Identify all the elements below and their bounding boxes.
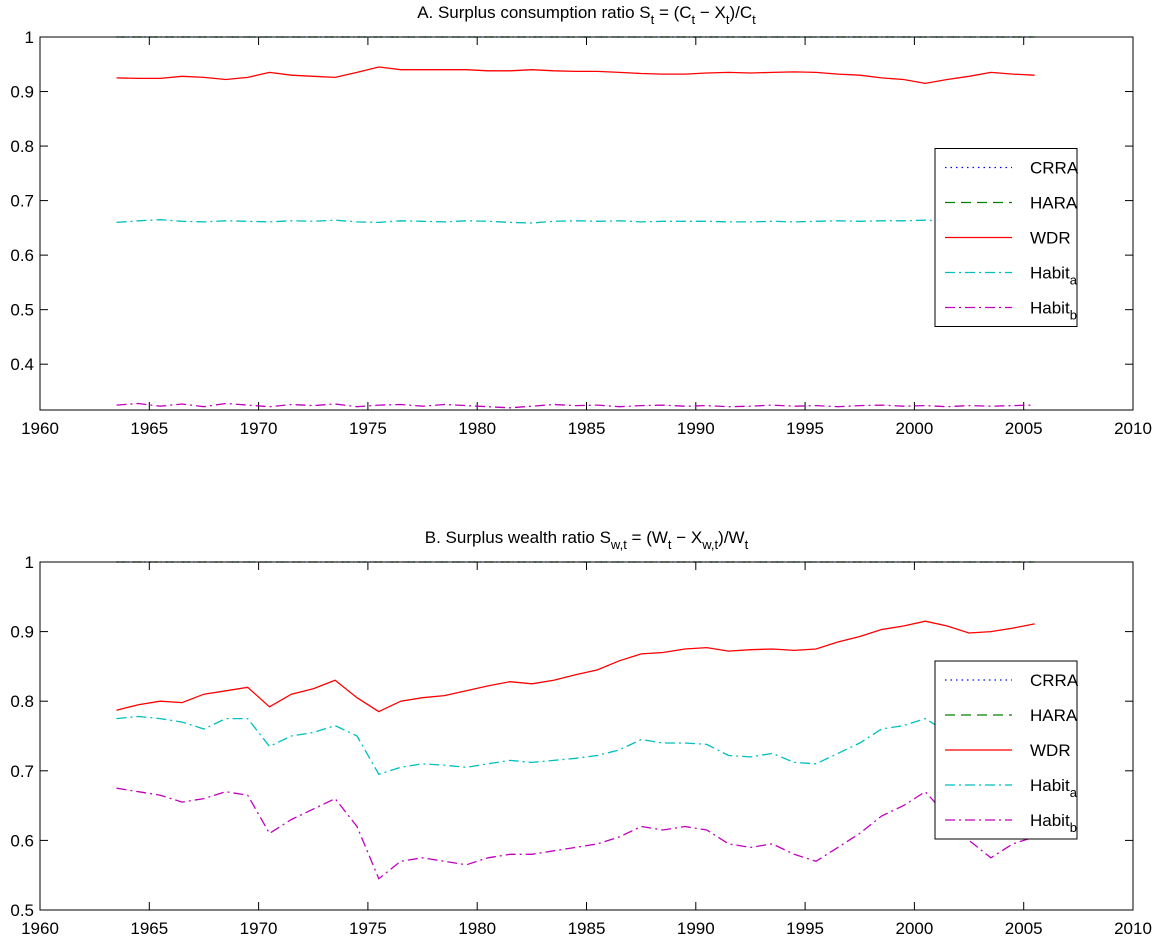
legend-label: HARA: [1030, 194, 1078, 213]
y-tick-label: 0.7: [10, 192, 34, 211]
x-tick-label: 2010: [1114, 419, 1152, 438]
legend-label: HARA: [1030, 706, 1078, 725]
y-tick-label: 0.8: [10, 137, 34, 156]
text-part: )/W: [718, 528, 744, 547]
x-tick-label: 2005: [1005, 919, 1043, 938]
x-tick-label: 1980: [458, 419, 496, 438]
x-tick-label: 1995: [786, 419, 824, 438]
x-tick-label: 1970: [240, 419, 278, 438]
legend-label: CRRA: [1030, 159, 1079, 178]
subscript: w,t: [610, 537, 627, 552]
y-tick-label: 0.5: [10, 901, 34, 920]
x-tick-label: 1960: [21, 919, 59, 938]
x-tick-label: 1985: [568, 419, 606, 438]
chart-title: B. Surplus wealth ratio Sw,t = (Wt − Xw,…: [425, 528, 749, 552]
x-tick-label: 1965: [130, 419, 168, 438]
x-tick-label: 1995: [786, 919, 824, 938]
text-part: Habit: [1030, 811, 1070, 830]
y-tick-label: 0.7: [10, 762, 34, 781]
legend-label: WDR: [1030, 229, 1071, 248]
y-tick-label: 0.9: [10, 83, 34, 102]
series-line: [116, 66, 1035, 85]
x-tick-label: 1970: [240, 919, 278, 938]
y-tick-label: 0.6: [10, 831, 34, 850]
x-tick-label: 2000: [895, 919, 933, 938]
x-tick-label: 1960: [21, 419, 59, 438]
text-part: )/C: [730, 3, 753, 22]
x-tick-label: 1965: [130, 919, 168, 938]
text-part: A. Surplus consumption ratio S: [417, 3, 650, 22]
chart-title: A. Surplus consumption ratio St = (Ct − …: [417, 3, 756, 27]
axes-frame: [39, 561, 1134, 911]
subscript: t: [692, 12, 696, 27]
subscript: a: [1070, 785, 1078, 800]
legend-label: CRRA: [1030, 671, 1079, 690]
y-tick-label: 0.6: [10, 246, 34, 265]
subscript: w,t: [701, 537, 718, 552]
text-part: B. Surplus wealth ratio S: [425, 528, 611, 547]
subscript: b: [1070, 820, 1077, 835]
text-part: − X: [672, 528, 703, 547]
series-line: [116, 402, 1035, 409]
y-tick-label: 1: [25, 553, 34, 572]
subscript: a: [1070, 273, 1078, 288]
subscript: b: [1070, 308, 1077, 323]
y-tick-label: 0.8: [10, 692, 34, 711]
x-tick-label: 1990: [677, 419, 715, 438]
subscript: t: [651, 12, 655, 27]
subscript: t: [668, 537, 672, 552]
series-line: [116, 787, 1035, 880]
legend-label: Habitb: [1030, 299, 1077, 323]
x-tick-label: 1980: [458, 919, 496, 938]
series-line: [116, 620, 1035, 713]
legend-label: Habita: [1030, 776, 1078, 800]
text-part: = (C: [654, 3, 691, 22]
y-tick-label: 1: [25, 28, 34, 47]
subscript: t: [726, 12, 730, 27]
legend-label: Habita: [1030, 264, 1078, 288]
x-tick-label: 2005: [1005, 419, 1043, 438]
text-part: Habit: [1030, 264, 1070, 283]
x-tick-label: 2010: [1114, 919, 1152, 938]
subscript: t: [745, 537, 749, 552]
y-tick-label: 0.5: [10, 301, 34, 320]
series-line: [116, 219, 1035, 224]
y-tick-label: 0.9: [10, 623, 34, 642]
subscript: t: [752, 12, 756, 27]
text-part: Habit: [1030, 299, 1070, 318]
legend-label: Habitb: [1030, 811, 1077, 835]
x-tick-label: 1990: [677, 919, 715, 938]
text-part: = (W: [627, 528, 668, 547]
text-part: Habit: [1030, 776, 1070, 795]
x-tick-label: 2000: [895, 419, 933, 438]
x-tick-label: 1985: [568, 919, 606, 938]
series-line: [116, 715, 1035, 776]
legend-label: WDR: [1030, 741, 1071, 760]
text-part: − X: [695, 3, 726, 22]
y-tick-label: 0.4: [10, 355, 34, 374]
x-tick-label: 1975: [349, 419, 387, 438]
axes-frame: [39, 36, 1134, 411]
x-tick-label: 1975: [349, 919, 387, 938]
